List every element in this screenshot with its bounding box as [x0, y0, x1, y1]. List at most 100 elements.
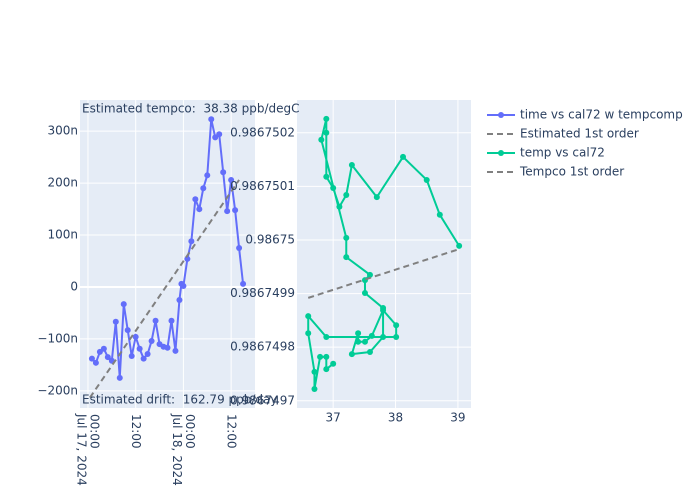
plot-area	[80, 100, 255, 408]
point	[323, 333, 330, 340]
point	[144, 350, 151, 357]
annotation: Estimated drift: 162.79 ppb/day	[82, 393, 277, 407]
legend-label: temp vs cal72	[520, 146, 605, 160]
y-tick-label: 0.9867502	[230, 125, 295, 139]
y-tick-label: 0.98675	[245, 232, 295, 246]
point	[373, 194, 380, 201]
point	[348, 161, 355, 168]
point	[176, 296, 183, 303]
y-tick-label: 0.9867498	[230, 340, 295, 354]
point	[92, 359, 99, 366]
legend-marker	[498, 150, 504, 156]
legend-marker	[498, 112, 504, 118]
point	[305, 330, 312, 337]
y-tick-label: 0.9867501	[230, 179, 295, 193]
point	[343, 254, 350, 261]
point	[380, 307, 387, 314]
point	[232, 207, 239, 214]
point	[228, 176, 235, 183]
point	[164, 344, 171, 351]
legend-label: Estimated 1st order	[520, 127, 639, 141]
y-tick-label: 300n	[47, 124, 78, 138]
point	[136, 345, 143, 352]
legend-label: time vs cal72 w tempcomp	[520, 108, 683, 122]
point	[423, 176, 430, 183]
point	[330, 360, 337, 367]
point	[184, 255, 191, 262]
point	[188, 238, 195, 245]
point	[361, 338, 368, 345]
x-tick-label: 38	[388, 411, 403, 425]
point	[355, 330, 362, 337]
x-tick-label: 37	[326, 411, 341, 425]
y-tick-label: 200n	[47, 176, 78, 190]
point	[196, 206, 203, 213]
point	[124, 327, 131, 334]
point	[305, 313, 312, 320]
y-tick-label: 0.9867497	[230, 393, 295, 407]
point	[323, 173, 330, 180]
x-tick-date: Jul 18, 2024	[170, 413, 184, 486]
point	[240, 280, 247, 287]
point	[336, 203, 343, 210]
point	[366, 348, 373, 355]
series-line	[89, 179, 240, 399]
point	[128, 353, 135, 360]
series-line	[307, 248, 460, 299]
point	[152, 317, 159, 324]
point	[330, 185, 337, 191]
point	[343, 191, 350, 198]
y-tick-label: −200n	[37, 383, 78, 397]
point	[368, 332, 375, 339]
point	[208, 116, 215, 123]
point	[120, 301, 127, 308]
legend-label: Tempco 1st order	[519, 165, 624, 179]
point	[192, 196, 199, 203]
point	[236, 245, 243, 252]
point	[172, 347, 179, 354]
y-tick-label: 0	[70, 279, 78, 293]
point	[380, 333, 387, 340]
point	[112, 318, 119, 325]
point	[456, 242, 463, 249]
point	[366, 271, 373, 278]
x-tick-label: 12:00	[129, 414, 143, 449]
point	[436, 211, 443, 218]
y-tick-label: 0.9867499	[230, 286, 295, 300]
point	[100, 345, 107, 352]
x-tick-label: 00:00	[183, 414, 197, 449]
point	[393, 322, 400, 329]
point	[323, 353, 330, 360]
point	[355, 338, 362, 345]
point	[323, 366, 330, 373]
point	[148, 337, 155, 344]
point	[220, 169, 227, 176]
point	[224, 208, 231, 215]
annotation: Estimated tempco: 38.38 ppb/degC	[82, 102, 300, 116]
point	[140, 355, 147, 362]
point	[132, 333, 139, 340]
point	[180, 282, 187, 289]
point	[317, 353, 324, 360]
x-tick-date: Jul 17, 2024	[74, 413, 88, 486]
point	[216, 131, 223, 138]
point	[323, 129, 330, 136]
point	[311, 368, 318, 375]
point	[323, 115, 330, 122]
point	[393, 333, 400, 340]
point	[361, 290, 368, 297]
x-tick-label: 12:00	[225, 414, 239, 449]
point	[348, 351, 355, 358]
point	[104, 354, 111, 361]
point	[200, 185, 207, 192]
x-tick-label: 39	[450, 411, 465, 425]
y-tick-label: 100n	[47, 228, 78, 242]
point	[311, 385, 318, 392]
point	[168, 317, 175, 324]
point	[204, 172, 211, 179]
y-tick-label: −100n	[37, 331, 78, 345]
point	[343, 234, 350, 241]
x-tick-label: 00:00	[87, 414, 101, 449]
point	[88, 355, 95, 362]
